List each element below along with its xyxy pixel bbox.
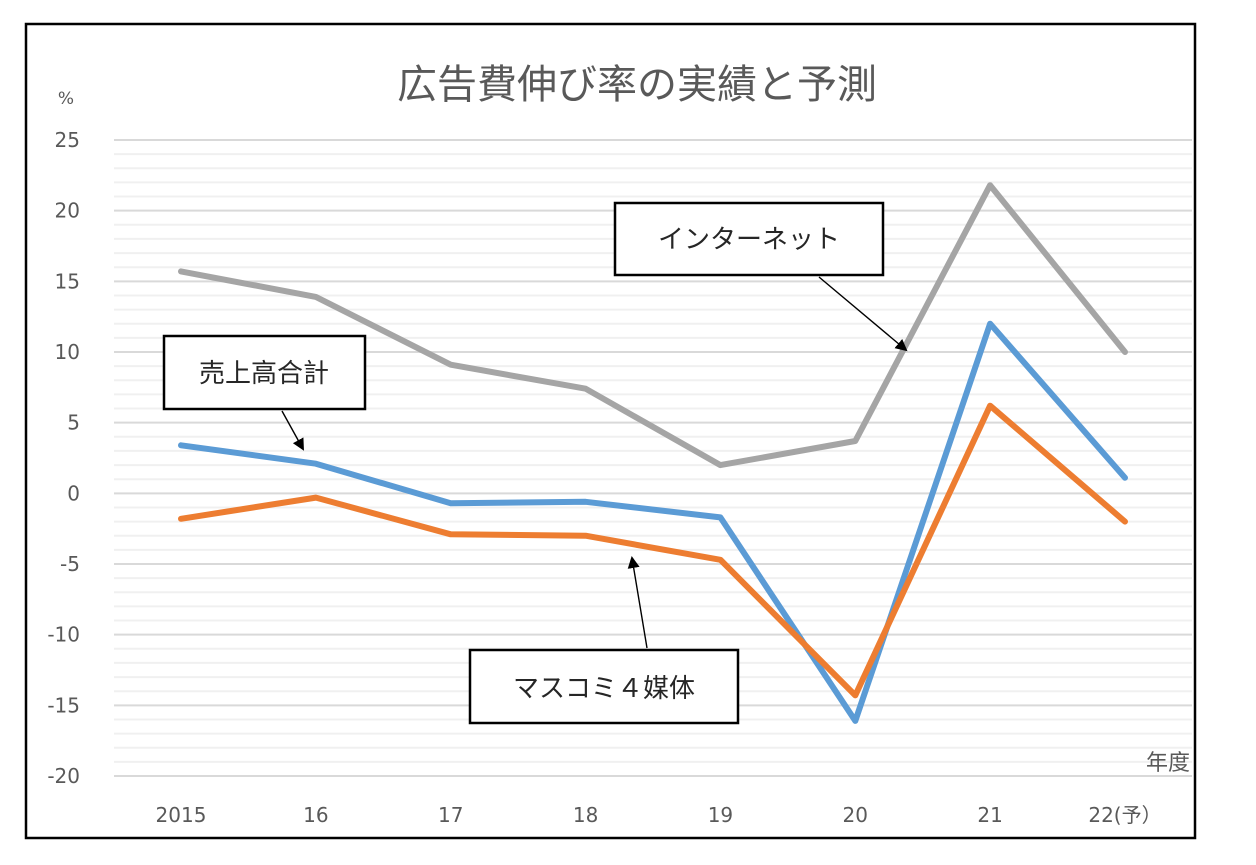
x-tick-label: 18 — [573, 803, 598, 827]
y-tick-label: 20 — [55, 199, 80, 223]
series-line-2 — [178, 402, 1128, 699]
y-axis-ticks: 25 20 15 10 5 0 -5 -10 -15 -20 — [47, 128, 80, 788]
y-axis-unit-label: % — [58, 89, 74, 109]
y-tick-label: 10 — [55, 340, 80, 364]
y-tick-label: -5 — [60, 552, 80, 576]
series-line-0 — [178, 182, 1128, 469]
y-tick-label: 25 — [55, 128, 80, 152]
callout-internet-arrow — [818, 276, 908, 352]
x-tick-label: 16 — [303, 803, 328, 827]
x-tick-label: 20 — [843, 803, 868, 827]
y-tick-label: -10 — [47, 623, 80, 647]
callout-mass-media: マスコミ４媒体 — [468, 556, 740, 725]
x-tick-label: 22(予） — [1088, 803, 1161, 827]
x-tick-label: 19 — [708, 803, 733, 827]
callout-total-sales-box — [162, 334, 367, 411]
x-tick-label: 2015 — [156, 803, 207, 827]
callout-total-sales: 売上高合計 — [162, 334, 367, 451]
callout-mass-media-text: マスコミ４媒体 — [513, 674, 695, 704]
series-lines — [178, 182, 1128, 724]
y-tick-label: 15 — [55, 269, 80, 293]
y-tick-label: 5 — [67, 411, 80, 435]
callout-mass-media-box — [468, 648, 740, 725]
callout-total-sales-arrow — [281, 410, 304, 451]
callout-total-sales-text: 売上高合計 — [199, 359, 329, 389]
callout-mass-media-arrow — [627, 556, 648, 649]
x-tick-label: 21 — [977, 803, 1002, 827]
y-tick-label: -20 — [47, 764, 80, 788]
x-axis-ticks: 2015 16 17 18 19 20 21 22(予） — [156, 803, 1162, 827]
chart-title: 広告費伸び率の実績と予測 — [397, 62, 877, 108]
series-line-1 — [178, 320, 1128, 724]
x-tick-label: 17 — [438, 803, 463, 827]
y-tick-label: 0 — [67, 481, 80, 505]
callout-internet: インターネット — [613, 201, 908, 352]
y-tick-label: -15 — [47, 693, 80, 717]
callout-internet-text: インターネット — [658, 225, 840, 255]
x-axis-unit-label: 年度 — [1146, 751, 1190, 776]
callout-internet-box — [613, 201, 885, 277]
